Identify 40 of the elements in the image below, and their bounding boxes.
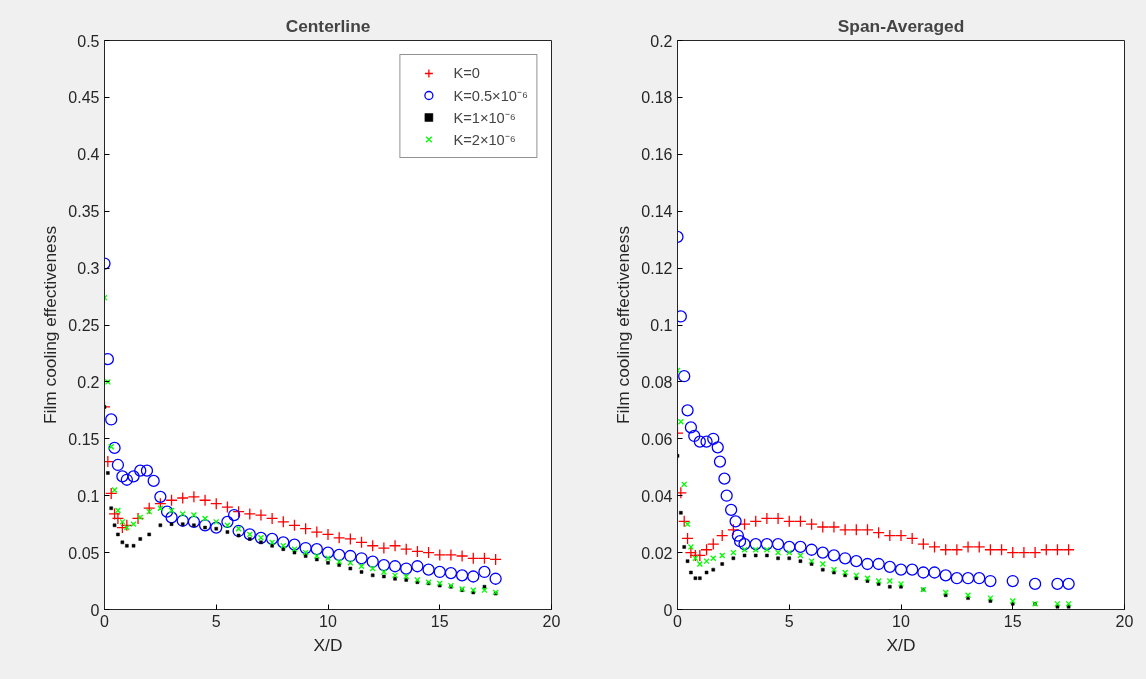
x-axis-title: X/D [313,634,343,655]
x-axis-title: X/D [886,634,916,655]
y-tick-label: 0.2 [77,373,100,391]
y-tick-label: 0.15 [68,430,100,448]
y-tick-label: 0 [90,601,100,619]
y-tick-label: 0.14 [641,203,673,221]
chart-title: Span-Averaged [837,15,965,36]
x-tick-label: 5 [784,612,794,630]
y-tick-label: 0.1 [650,317,673,334]
x-tick-label: 20 [542,612,561,630]
y-tick-label: 0.18 [641,89,673,107]
y-axis-title: Film cooling effectiveness [40,225,61,425]
legend-label: K=1×10⁻⁶ [453,109,516,127]
x-tick-label: 15 [1003,612,1022,630]
x-tick-label: 10 [892,612,910,630]
y-tick-label: 0.25 [68,317,100,334]
x-tick-label: 10 [319,612,337,630]
y-tick-label: 0.06 [641,430,673,448]
y-tick-label: 0.02 [641,544,673,562]
legend-label: K=0 [453,65,480,81]
y-tick-label: 0.04 [641,487,673,505]
x-tick-label: 20 [1115,612,1134,630]
y-tick-label: 0.12 [641,260,673,278]
y-tick-label: 0 [663,601,673,619]
x-tick-label: 15 [430,612,449,630]
y-tick-label: 0.05 [68,544,100,562]
y-tick-label: 0.45 [68,89,100,107]
y-tick-label: 0.4 [77,146,100,164]
y-tick-label: 0.3 [77,260,100,278]
legend-label: K=2×10⁻⁶ [453,131,516,149]
y-tick-label: 0.35 [68,203,100,221]
legend-label: K=0.5×10⁻⁶ [453,87,528,105]
x-tick-label: 5 [211,612,221,630]
chart-title: Centerline [285,15,371,36]
y-tick-label: 0.5 [77,32,100,50]
y-tick-label: 0.16 [641,146,673,164]
y-tick-label: 0.2 [650,32,673,50]
y-axis-title: Film cooling effectiveness [613,225,634,425]
y-tick-label: 0.1 [77,487,100,505]
y-tick-label: 0.08 [641,373,673,391]
